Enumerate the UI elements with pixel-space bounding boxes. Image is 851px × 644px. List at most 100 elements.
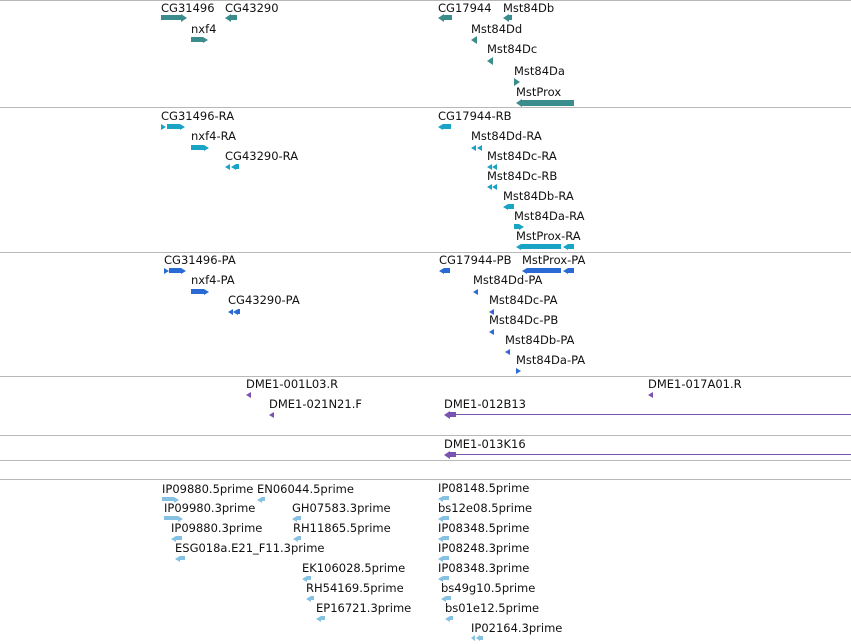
feature-label[interactable]: Mst84Dc [487, 42, 538, 56]
strand-arrow-right-icon[interactable] [519, 223, 524, 230]
feature-bar[interactable] [311, 596, 314, 600]
strand-arrow-left-icon[interactable] [444, 451, 450, 459]
strand-arrow-left-icon[interactable] [438, 14, 444, 22]
feature-bar[interactable] [169, 268, 181, 273]
strand-arrow-left-icon[interactable] [503, 203, 508, 210]
feature-label[interactable]: MstProx [516, 85, 562, 99]
feature-label[interactable]: Mst84Db-PA [505, 333, 575, 347]
feature-bar[interactable] [527, 268, 561, 273]
strand-arrow-right-icon[interactable] [204, 144, 209, 151]
feature-bar[interactable] [164, 516, 178, 520]
strand-arrow-left-icon[interactable] [489, 308, 494, 315]
strand-arrow-left-icon[interactable] [487, 57, 493, 65]
strand-arrow-left-icon[interactable] [438, 123, 443, 130]
feature-bar[interactable] [456, 414, 851, 415]
feature-label[interactable]: Mst84Dc-RB [487, 169, 558, 183]
feature-bar[interactable] [450, 412, 456, 417]
feature-label[interactable]: Mst84Da-PA [516, 353, 586, 367]
strand-arrow-right-icon[interactable] [174, 496, 179, 503]
strand-arrow-left-icon[interactable] [441, 595, 446, 602]
feature-label[interactable]: EP16721.3prime [316, 601, 412, 615]
strand-arrow-right-icon[interactable] [181, 267, 186, 274]
feature-label[interactable]: Mst84Db [503, 1, 555, 15]
feature-bar[interactable] [167, 124, 180, 129]
feature-label[interactable]: CG31496 [161, 1, 215, 15]
strand-arrow-left-icon[interactable] [438, 515, 443, 522]
feature-bar[interactable] [508, 204, 514, 209]
feature-label[interactable]: Mst84Dd-RA [471, 129, 542, 143]
feature-bar[interactable] [446, 596, 451, 600]
feature-bar[interactable] [321, 616, 325, 620]
feature-bar[interactable] [238, 309, 240, 314]
feature-bar[interactable] [191, 37, 203, 42]
strand-arrow-left-icon[interactable] [489, 328, 494, 335]
feature-bar[interactable] [568, 268, 574, 273]
feature-label[interactable]: EN06044.5prime [257, 482, 354, 496]
strand-arrow-left-icon[interactable] [293, 535, 298, 542]
feature-label[interactable]: CG43290-RA [225, 149, 299, 163]
feature-bar[interactable] [161, 15, 181, 20]
strand-arrow-left-icon[interactable] [516, 99, 522, 107]
feature-label[interactable]: Mst84Dd-PA [473, 273, 543, 287]
feature-label[interactable]: DME1-012B13 [444, 397, 526, 411]
strand-arrow-left-icon[interactable] [231, 163, 236, 170]
feature-label[interactable]: DME1-017A01.R [648, 377, 742, 391]
strand-arrow-left-icon[interactable] [438, 555, 443, 562]
strand-arrow-left-icon[interactable] [445, 615, 450, 622]
feature-bar[interactable] [443, 536, 449, 540]
strand-arrow-left-icon[interactable] [503, 14, 509, 22]
feature-bar[interactable] [509, 15, 512, 20]
feature-bar[interactable] [480, 636, 483, 640]
strand-arrow-right-icon[interactable] [178, 515, 183, 522]
strand-arrow-left-icon[interactable] [473, 288, 478, 295]
feature-label[interactable]: CG43290 [225, 1, 279, 15]
feature-bar[interactable] [443, 496, 449, 500]
feature-label[interactable]: Mst84Dc-PB [489, 313, 559, 327]
strand-arrow-right-icon[interactable] [161, 123, 166, 130]
feature-label[interactable]: RH54169.5prime [306, 581, 404, 595]
strand-arrow-right-icon[interactable] [181, 14, 187, 22]
feature-label[interactable]: MstProx-RA [516, 229, 581, 243]
feature-label[interactable]: nxf4 [191, 22, 217, 36]
feature-label[interactable]: IP09880.3prime [171, 521, 263, 535]
feature-label[interactable]: MstProx-PA [522, 253, 586, 267]
feature-bar[interactable] [444, 15, 452, 20]
strand-arrow-left-icon[interactable] [438, 575, 443, 582]
feature-label[interactable]: IP08348.3prime [438, 561, 530, 575]
strand-arrow-left-icon[interactable] [302, 575, 307, 582]
feature-label[interactable]: bs49g10.5prime [441, 581, 536, 595]
strand-arrow-left-icon[interactable] [444, 411, 450, 419]
feature-label[interactable]: GH07583.3prime [292, 501, 391, 515]
strand-arrow-left-icon[interactable] [438, 495, 443, 502]
feature-label[interactable]: IP08148.5prime [438, 481, 530, 495]
strand-arrow-left-icon[interactable] [439, 267, 444, 274]
feature-label[interactable]: IP09980.3prime [164, 501, 256, 515]
feature-label[interactable]: CG17944-PB [439, 253, 512, 267]
feature-bar[interactable] [297, 516, 301, 520]
strand-arrow-left-icon[interactable] [471, 635, 475, 641]
feature-label[interactable]: DME1-013K16 [444, 437, 526, 451]
strand-arrow-left-icon[interactable] [648, 391, 653, 398]
strand-arrow-left-icon[interactable] [516, 243, 521, 250]
feature-label[interactable]: Mst84Dc-RA [487, 149, 557, 163]
feature-label[interactable]: IP02164.3prime [471, 621, 563, 635]
strand-arrow-left-icon[interactable] [257, 496, 262, 503]
strand-arrow-left-icon[interactable] [246, 391, 251, 398]
feature-label[interactable]: Mst84Db-RA [503, 189, 574, 203]
feature-bar[interactable] [450, 452, 456, 457]
feature-bar[interactable] [444, 268, 450, 273]
strand-arrow-left-icon[interactable] [505, 348, 510, 355]
strand-arrow-left-icon[interactable] [487, 183, 492, 190]
strand-arrow-left-icon[interactable] [306, 595, 311, 602]
strand-arrow-left-icon[interactable] [225, 163, 230, 170]
strand-arrow-left-icon[interactable] [471, 144, 476, 151]
strand-arrow-left-icon[interactable] [175, 555, 180, 562]
feature-label[interactable]: bs12e08.5prime [438, 501, 533, 515]
feature-label[interactable]: CG17944-RB [438, 109, 512, 123]
strand-arrow-left-icon[interactable] [316, 615, 321, 622]
strand-arrow-left-icon[interactable] [225, 14, 231, 22]
strand-arrow-right-icon[interactable] [203, 36, 208, 43]
feature-bar[interactable] [298, 536, 301, 540]
feature-label[interactable]: DME1-021N21.F [269, 397, 362, 411]
strand-arrow-left-icon[interactable] [522, 267, 527, 274]
